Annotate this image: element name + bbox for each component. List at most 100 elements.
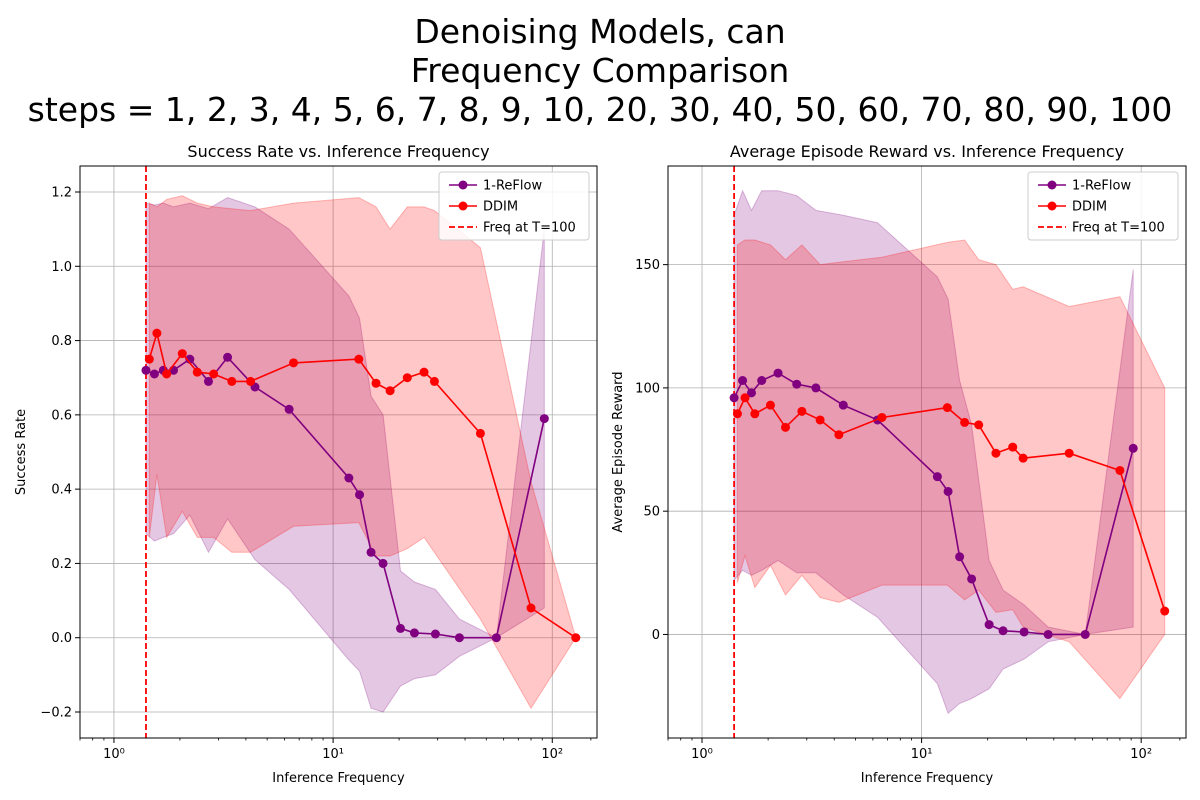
reward-point-ddim-17 — [1160, 606, 1170, 616]
success-xlabel: Inference Frequency — [272, 771, 405, 786]
reward-point-1-reflow-17 — [1080, 629, 1090, 639]
success-point-ddim-16 — [526, 603, 536, 613]
success-point-1-reflow-12 — [378, 558, 388, 568]
success-point-1-reflow-15 — [430, 629, 440, 639]
reward-xtick-label-1: 10¹ — [911, 747, 933, 762]
success-point-ddim-10 — [371, 378, 381, 388]
reward-point-1-reflow-7 — [838, 400, 848, 410]
success-point-1-reflow-9 — [344, 473, 354, 483]
reward-panel-title: Average Episode Reward vs. Inference Fre… — [730, 142, 1124, 161]
reward-axes-frame — [667, 165, 1187, 739]
success-band-1-reflow — [145, 197, 545, 713]
success-point-1-reflow-6 — [223, 352, 233, 362]
reward-point-ddim-15 — [1064, 448, 1074, 458]
reward-point-ddim-4 — [781, 422, 791, 432]
success-legend-marker-1 — [458, 201, 468, 211]
reward-point-1-reflow-5 — [792, 379, 802, 389]
success-ytick-label-2: 0.2 — [51, 557, 72, 572]
success-panel: 10⁰ 10¹ 10² −0.2 0.0 0.2 0.4 0.6 0.8 1.0 1.2 Succes… — [14, 142, 598, 786]
reward-point-1-reflow-4 — [773, 368, 783, 378]
success-legend-label-2: Freq at T=100 — [483, 221, 576, 236]
reward-point-ddim-12 — [991, 448, 1001, 458]
success-point-ddim-7 — [246, 376, 256, 386]
success-point-ddim-12 — [402, 373, 412, 383]
success-point-ddim-4 — [192, 367, 202, 377]
reward-point-1-reflow-15 — [1019, 627, 1029, 637]
reward-point-ddim-2 — [750, 409, 760, 419]
reward-point-1-reflow-10 — [943, 486, 953, 496]
reward-point-1-reflow-6 — [811, 383, 821, 393]
figure-suptitle-line-1: Denoising Models, can — [414, 12, 786, 51]
success-point-1-reflow-18 — [539, 414, 549, 424]
success-ytick-label-4: 0.6 — [51, 408, 72, 423]
reward-point-ddim-10 — [960, 417, 970, 427]
success-point-ddim-3 — [177, 349, 187, 359]
reward-legend-label-2: Freq at T=100 — [1072, 221, 1165, 236]
success-axes-frame — [79, 165, 598, 739]
reward-point-ddim-14 — [1018, 453, 1028, 463]
reward-point-1-reflow-12 — [967, 574, 977, 584]
success-point-ddim-1 — [152, 328, 162, 338]
reward-legend-marker-1 — [1047, 201, 1057, 211]
success-xtick-label-2: 10² — [541, 747, 563, 762]
success-point-ddim-6 — [227, 376, 237, 386]
success-panel-title: Success Rate vs. Inference Frequency — [187, 142, 489, 161]
success-legend-box — [438, 171, 590, 241]
reward-band-1-reflow — [733, 189, 1134, 715]
reward-point-ddim-1 — [740, 393, 750, 403]
reward-point-1-reflow-1 — [738, 376, 748, 385]
reward-point-ddim-6 — [815, 415, 825, 425]
success-legend-marker-0 — [458, 180, 468, 190]
figure-suptitle-line-3: steps = 1, 2, 3, 4, 5, 6, 7, 8, 9, 10, 2… — [27, 90, 1173, 129]
reward-point-1-reflow-9 — [932, 472, 942, 482]
reward-point-ddim-9 — [942, 403, 952, 413]
success-point-1-reflow-0 — [141, 365, 151, 375]
success-point-ddim-14 — [429, 376, 439, 386]
reward-panel: 10⁰ 10¹ 10² 0 50 100 150 Average Episode Reward… — [611, 142, 1187, 786]
success-ytick-label-3: 0.4 — [51, 483, 72, 498]
reward-point-1-reflow-16 — [1043, 629, 1053, 639]
success-point-ddim-5 — [209, 369, 219, 379]
success-point-ddim-8 — [289, 358, 299, 368]
success-point-1-reflow-11 — [366, 547, 376, 557]
reward-point-1-reflow-13 — [984, 620, 994, 630]
reward-point-ddim-8 — [877, 412, 887, 422]
reward-xlabel: Inference Frequency — [861, 771, 994, 786]
success-ytick-label-1: 0.0 — [51, 631, 72, 646]
success-point-ddim-15 — [475, 428, 485, 438]
success-point-ddim-11 — [385, 386, 395, 396]
reward-point-1-reflow-3 — [757, 376, 767, 385]
reward-point-ddim-16 — [1115, 465, 1125, 475]
reward-ytick-label-0: 0 — [652, 628, 660, 643]
reward-legend-label-0: 1-ReFlow — [1072, 179, 1131, 194]
success-point-ddim-9 — [354, 354, 364, 364]
figure-suptitle-line-2: Frequency Comparison — [410, 51, 790, 90]
success-point-ddim-17 — [571, 633, 581, 643]
success-point-1-reflow-14 — [409, 628, 419, 638]
reward-point-ddim-7 — [834, 430, 844, 440]
reward-point-1-reflow-18 — [1128, 443, 1138, 453]
success-point-ddim-2 — [162, 369, 172, 379]
success-legend-label-0: 1-ReFlow — [483, 179, 542, 194]
success-point-1-reflow-5 — [203, 376, 213, 386]
success-point-1-reflow-10 — [355, 490, 365, 500]
success-point-1-reflow-13 — [395, 623, 405, 633]
reward-xtick-label-2: 10² — [1130, 747, 1152, 762]
success-point-1-reflow-16 — [454, 633, 464, 643]
reward-ytick-label-3: 150 — [635, 258, 660, 273]
success-xtick-label-0: 10⁰ — [103, 747, 125, 762]
success-point-ddim-0 — [144, 354, 154, 364]
success-legend-label-1: DDIM — [483, 200, 518, 215]
success-point-1-reflow-1 — [149, 369, 159, 379]
success-point-1-reflow-17 — [491, 633, 501, 643]
success-xtick-label-1: 10¹ — [322, 747, 344, 762]
success-ylabel: Success Rate — [14, 409, 29, 495]
reward-point-ddim-11 — [974, 420, 984, 430]
success-ytick-label-6: 1.0 — [51, 260, 72, 275]
reward-legend-marker-0 — [1047, 180, 1057, 190]
reward-xtick-label-0: 10⁰ — [691, 747, 713, 762]
reward-point-ddim-13 — [1008, 442, 1018, 452]
reward-point-1-reflow-14 — [998, 626, 1008, 636]
reward-ylabel: Average Episode Reward — [611, 371, 626, 532]
reward-ytick-label-1: 50 — [643, 505, 660, 520]
